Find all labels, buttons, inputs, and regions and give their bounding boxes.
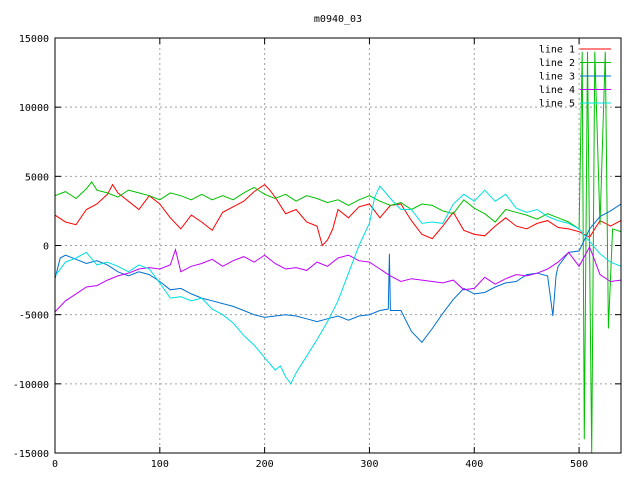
legend-label-3: line 3: [539, 72, 575, 83]
legend-label-2: line 2: [539, 58, 575, 69]
y-tick-label: -10000: [13, 380, 49, 391]
y-tick-label: 0: [43, 242, 49, 253]
legend: line 1 line 2 line 3 line 4 line 5: [539, 45, 611, 110]
chart-title: m0940_03: [314, 14, 362, 25]
axis-ticks: 0 100 200 300 400 500 -15000 -10000 -5000 0 5000 10…: [13, 34, 621, 470]
series-line-1: [55, 183, 621, 247]
legend-label-5: line 5: [539, 99, 575, 110]
x-tick-label: 500: [570, 459, 588, 470]
legend-label-4: line 4: [539, 85, 575, 96]
series-line-5: [55, 185, 621, 385]
x-tick-label: 200: [256, 459, 274, 470]
y-tick-label: 15000: [19, 34, 49, 45]
x-tick-label: 0: [52, 459, 58, 470]
grid: [55, 38, 621, 453]
x-tick-label: 400: [465, 459, 483, 470]
y-tick-label: 10000: [19, 103, 49, 114]
legend-label-1: line 1: [539, 45, 575, 56]
y-tick-label: 5000: [25, 172, 49, 183]
x-tick-label: 100: [151, 459, 169, 470]
series-layer: [55, 51, 621, 453]
x-tick-label: 300: [360, 459, 378, 470]
y-tick-label: -5000: [19, 311, 49, 322]
series-line-3: [55, 203, 621, 344]
series-line-2: [55, 51, 621, 453]
series-line-4: [55, 245, 621, 313]
y-tick-label: -15000: [13, 449, 49, 460]
